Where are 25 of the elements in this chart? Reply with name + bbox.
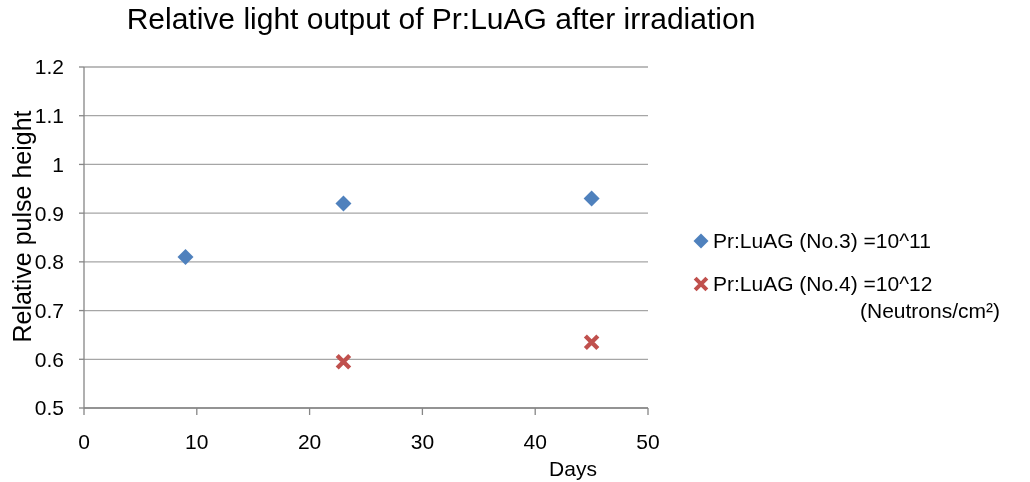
y-tick-label: 0.5 [34, 396, 64, 420]
x-tick-label: 40 [523, 429, 547, 453]
text: (Neutrons/cm²) [860, 299, 1001, 323]
x-tick-label: 0 [78, 429, 90, 453]
point [335, 353, 352, 371]
legend-label: Pr:LuAG (No.3) =10^11 [713, 228, 931, 253]
x-tick-label: 30 [410, 429, 435, 453]
x-tick-label: 20 [297, 429, 322, 453]
y-axis-title: Relative pulse height [8, 110, 36, 343]
legend-label: Pr:LuAG (No.4) =10^12 [713, 271, 933, 296]
y-tick-label: 0.9 [34, 201, 64, 225]
x-tick-label: 50 [636, 429, 660, 453]
x-tick-label: 10 [185, 429, 209, 453]
point [583, 333, 600, 351]
y-tick-label: 0.6 [34, 347, 64, 371]
chart-title: Relative light output of Pr:LuAG after irradiation [125, 2, 757, 36]
y-tick-label: 0.8 [34, 250, 64, 274]
x-axis-title: Days [549, 457, 597, 480]
y-tick-label: 1.1 [34, 104, 64, 128]
point [177, 248, 194, 265]
y-tick-label: 1.2 [34, 55, 64, 79]
y-tick-label: 0.7 [34, 299, 64, 323]
point [583, 190, 600, 207]
point [335, 195, 352, 212]
y-tick-label: 1 [52, 152, 64, 176]
